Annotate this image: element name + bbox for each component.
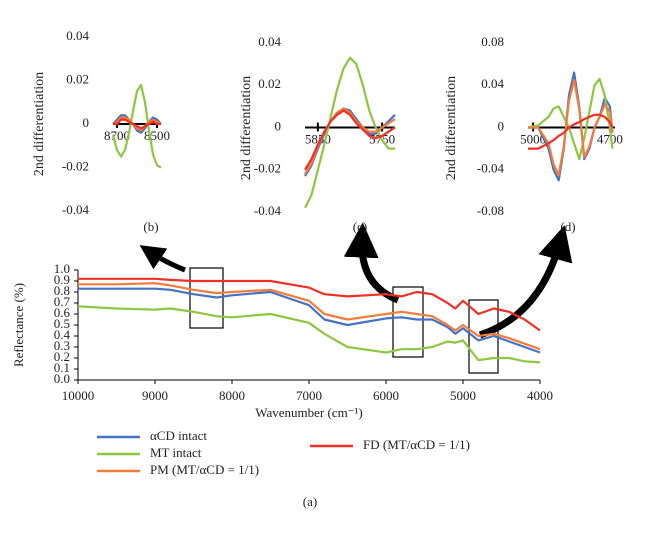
- legend-label: αCD intact: [150, 428, 207, 443]
- y-tick-label: 0.1: [54, 360, 70, 375]
- x-tick-label: 4000: [527, 388, 553, 403]
- y-axis-label: Reflectance (%): [11, 283, 26, 367]
- callouts: [139, 222, 573, 374]
- x-tick-label: 6000: [373, 388, 399, 403]
- x-tick-label: 10000: [62, 388, 95, 403]
- panel-label: (d): [560, 219, 575, 234]
- panel-label: (a): [303, 494, 317, 509]
- zoom-box: [189, 267, 224, 329]
- y-tick-label: 0.2: [54, 349, 70, 364]
- y-axis-label: 2nd differentiation: [444, 76, 459, 180]
- y-axis-label: 2nd differentiation: [239, 76, 254, 180]
- y-tick-label: 0.02: [258, 76, 281, 91]
- y-tick-label: 0.5: [54, 316, 70, 331]
- x-tick-label: 5000: [520, 131, 546, 146]
- series-line: [78, 287, 541, 354]
- y-tick-label: -0.02: [254, 161, 281, 176]
- y-tick-label: -0.04: [254, 203, 282, 218]
- panel-label: (c): [353, 219, 367, 234]
- x-tick-label: 9000: [142, 388, 168, 403]
- series-line: [111, 83, 162, 169]
- y-tick-label: -0.04: [62, 202, 90, 217]
- y-tick-label: 0.0: [54, 371, 70, 386]
- y-tick-label: 0.8: [54, 283, 70, 298]
- arrow: [343, 222, 400, 304]
- y-tick-label: 0.08: [481, 34, 504, 49]
- arrow: [478, 225, 573, 339]
- series-line: [77, 305, 541, 364]
- series-line: [528, 113, 614, 150]
- series-line: [112, 116, 162, 132]
- y-tick-label: 0.04: [258, 34, 281, 49]
- y-axis-label: 2nd differentiation: [32, 72, 47, 176]
- series-line: [78, 277, 541, 332]
- y-tick-label: 0.02: [66, 71, 89, 86]
- y-tick-label: 1.0: [54, 261, 70, 276]
- series-line: [113, 118, 161, 130]
- x-tick-label: 8000: [219, 388, 245, 403]
- legend-label: PM (MT/αCD = 1/1): [150, 462, 259, 477]
- y-tick-label: 0.3: [54, 338, 70, 353]
- x-tick-label: 5000: [450, 388, 476, 403]
- x-tick-label: 8700: [104, 128, 130, 143]
- legend-label: FD (MT/αCD = 1/1): [363, 437, 470, 452]
- y-tick-label: 0.04: [481, 76, 504, 91]
- panel-label: (b): [143, 219, 158, 234]
- y-tick-label: 0.9: [54, 272, 70, 287]
- arrow: [139, 245, 186, 273]
- y-tick-label: -0.04: [477, 161, 505, 176]
- x-tick-label: 4700: [597, 131, 623, 146]
- y-tick-label: 0.6: [54, 305, 71, 320]
- series-line: [528, 78, 614, 177]
- y-tick-label: -0.02: [62, 158, 89, 173]
- series-line: [78, 282, 541, 351]
- x-tick-label: 7000: [296, 388, 322, 403]
- y-tick-label: 0: [275, 118, 282, 133]
- legend-label: MT intact: [150, 445, 202, 460]
- y-tick-label: -0.08: [477, 203, 504, 218]
- series-line: [527, 77, 614, 161]
- series-line: [304, 109, 396, 171]
- series-line: [112, 114, 162, 134]
- y-tick-label: 0.7: [54, 294, 71, 309]
- zoom-box: [392, 286, 424, 358]
- y-tick-label: 0.04: [66, 28, 89, 43]
- y-tick-label: 0.4: [54, 327, 71, 342]
- x-axis-label: Wavenumber (cm⁻¹): [255, 405, 363, 420]
- y-tick-label: 0: [498, 118, 505, 133]
- y-tick-label: 0: [83, 115, 90, 130]
